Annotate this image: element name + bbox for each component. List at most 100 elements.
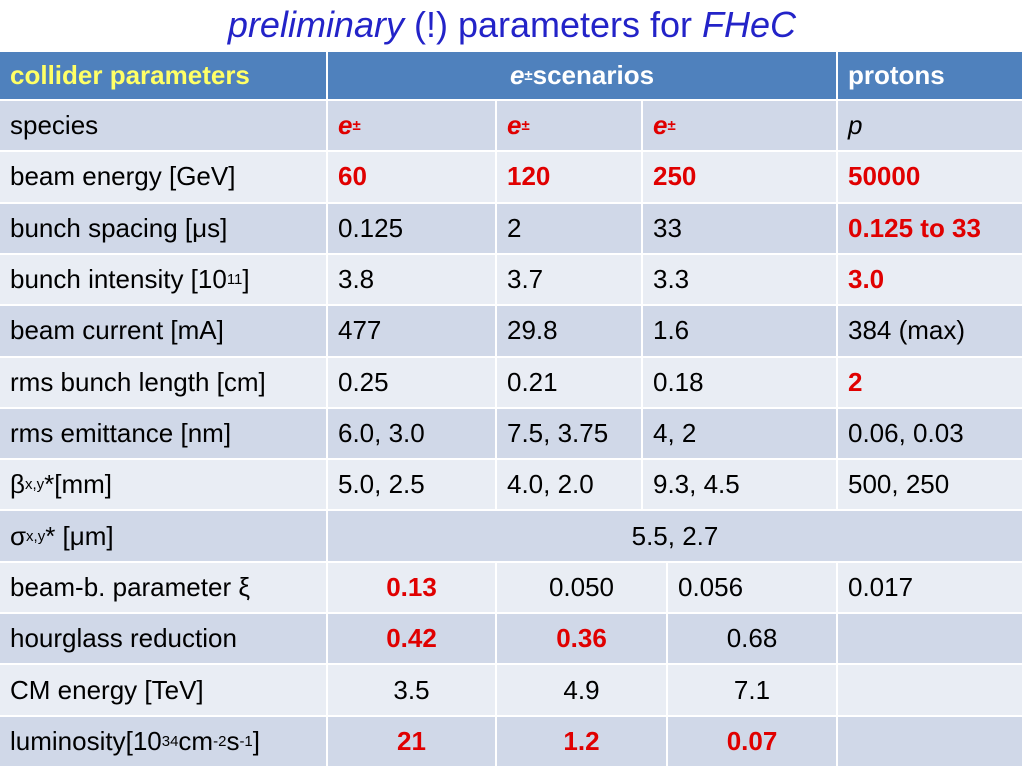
table-cell: 3.8 [328, 254, 497, 307]
table-cell: species [0, 101, 328, 153]
text-part: ] [252, 725, 261, 756]
text-part: 0.13 [386, 571, 437, 602]
cell-text: CM energy [TeV] [10, 674, 204, 705]
superscript: -2 [213, 732, 227, 750]
table-cell: 5.0, 2.5 [328, 460, 497, 512]
table-cell: 4.9 [497, 665, 668, 717]
cell-text: rms bunch length [cm] [10, 366, 266, 397]
table-cell: 33 [643, 203, 838, 255]
text-part: 2 [848, 366, 863, 397]
table-cell: 0.050 [497, 562, 668, 615]
table-cell: e ± [328, 101, 497, 153]
cell-text: 4.0, 2.0 [507, 469, 594, 500]
superscript: ± [352, 117, 361, 135]
cell-text: 0.050 [548, 571, 615, 602]
cell-text: 6.0, 3.0 [338, 417, 425, 448]
table-cell: 120 [497, 152, 643, 204]
table-cell: 6.0, 3.0 [328, 408, 497, 461]
cell-text: 3.8 [338, 264, 375, 295]
table-cell: 0.125 to 33 [838, 203, 1024, 255]
table-cell: 0.06, 0.03 [838, 408, 1024, 461]
table-cell: beam-b. parameter ξ [0, 562, 328, 615]
table-cell: e ± scenarios [328, 52, 838, 101]
table-cell: 0.42 [328, 614, 497, 666]
table-cell: 477 [328, 306, 497, 358]
table-cell: 0.68 [668, 614, 838, 666]
text-part: scenarios [532, 60, 655, 90]
cell-text: 500, 250 [848, 469, 950, 500]
cell-text: 4, 2 [653, 417, 697, 448]
table-cell: 0.125 [328, 203, 497, 255]
cell-text: 2 [507, 212, 522, 243]
cell-text: rms emittance [nm] [10, 417, 232, 448]
table-cell: β x,y *[mm] [0, 460, 328, 512]
table-cell: 4.0, 2.0 [497, 460, 643, 512]
text-part: 0.42 [386, 623, 437, 654]
table-cell: 7.1 [668, 665, 838, 717]
cell-text: 9.3, 4.5 [653, 469, 740, 500]
table-cell: 21 [328, 716, 497, 768]
table-cell: beam energy [GeV] [0, 152, 328, 204]
cell-text: beam current [mA] [10, 315, 224, 346]
table-cell: 1.2 [497, 716, 668, 768]
italic-text: FHeC [702, 4, 797, 45]
cell-text: species [10, 110, 99, 141]
table-cell: CM energy [TeV] [0, 665, 328, 717]
text-part: cm [178, 725, 214, 756]
superscript: 11 [226, 271, 243, 289]
superscript: -1 [239, 732, 253, 750]
superscript: ± [521, 117, 530, 135]
cell-text: 33 [653, 212, 682, 243]
table-cell: e ± [497, 101, 643, 153]
text-part: β [10, 469, 25, 500]
table-cell: 4, 2 [643, 408, 838, 461]
table-cell: 384 (max) [838, 306, 1024, 358]
table-cell: luminosity[10 34 cm -2 s -1] [0, 716, 328, 768]
table-cell: p [838, 101, 1024, 153]
table-cell: 50000 [838, 152, 1024, 204]
text-part: (!) parameters for [403, 4, 703, 45]
table-cell: 7.5, 3.75 [497, 408, 643, 461]
cell-text: 7.5, 3.75 [507, 417, 609, 448]
cell-text: bunch spacing [μs] [10, 212, 228, 243]
table-cell: bunch spacing [μs] [0, 203, 328, 255]
cell-text: beam-b. parameter ξ [10, 571, 250, 602]
cell-text: 0.68 [726, 623, 778, 654]
cell-text: protons [848, 60, 945, 90]
text-part: 21 [397, 725, 426, 756]
table-cell: 3.0 [838, 254, 1024, 307]
italic-text: p [848, 110, 863, 141]
text-part: bunch intensity [10 [10, 264, 227, 295]
table-cell: collider parameters [0, 52, 328, 101]
cell-text: 3.5 [393, 674, 430, 705]
table-cell: 1.6 [643, 306, 838, 358]
table-cell: 0.056 [668, 562, 838, 615]
table-cell: rms emittance [nm] [0, 408, 328, 461]
table-cell: beam current [mA] [0, 306, 328, 358]
text-part: luminosity[10 [10, 725, 162, 756]
cell-text: 3.7 [507, 264, 544, 295]
text-part: ] [242, 264, 250, 295]
cell-text: hourglass reduction [10, 623, 237, 654]
table-cell: 0.13 [328, 562, 497, 615]
text-part: 0.36 [556, 623, 607, 654]
table-cell: 0.07 [668, 716, 838, 768]
cell-text: 29.8 [507, 315, 558, 346]
text-part: 0.125 to 33 [848, 212, 981, 243]
table-cell: 250 [643, 152, 838, 204]
table-cell [838, 716, 1024, 768]
table-cell: hourglass reduction [0, 614, 328, 666]
table-cell [838, 665, 1024, 717]
superscript: ± [524, 67, 533, 84]
italic-text: e [653, 110, 668, 141]
table-cell: 3.5 [328, 665, 497, 717]
text-part: 120 [507, 161, 551, 192]
cell-text: 0.125 [338, 212, 404, 243]
cell-text: 3.3 [653, 264, 690, 295]
text-part: *[mm] [44, 469, 113, 500]
cell-text: 5.5, 2.7 [631, 520, 719, 551]
table-cell: 0.21 [497, 357, 643, 409]
cell-text: beam energy [GeV] [10, 161, 236, 192]
superscript: 34 [161, 732, 179, 750]
text-part: 3.0 [848, 264, 885, 295]
